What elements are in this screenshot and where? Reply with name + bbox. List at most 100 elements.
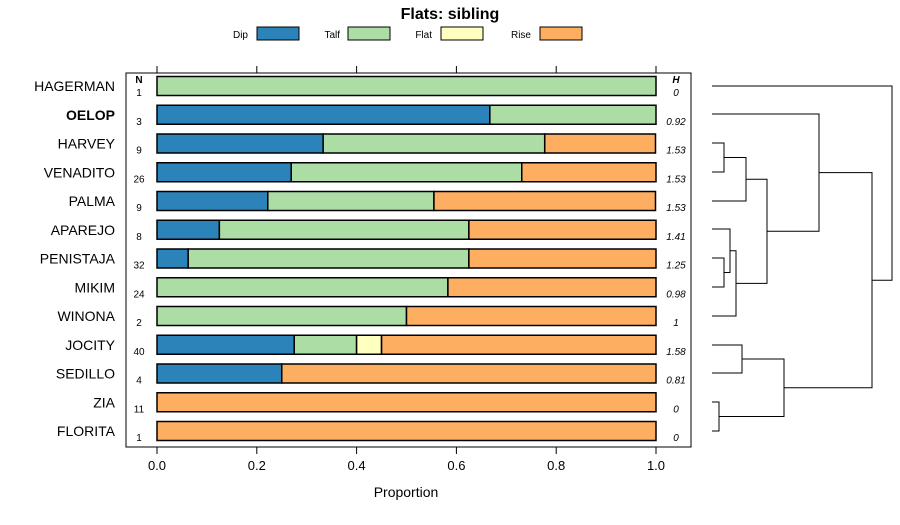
h-value: 1.25 <box>666 261 686 272</box>
bar-segment-flat <box>355 334 383 355</box>
category-label: HARVEY <box>58 136 116 152</box>
h-value: 0.92 <box>666 117 686 128</box>
category-label: APAREJO <box>51 222 115 238</box>
dendrogram-branch <box>712 257 725 288</box>
category-label: MIKIM <box>75 279 115 295</box>
n-value: 26 <box>133 174 145 185</box>
dendrogram-branch <box>712 228 731 273</box>
dendrogram-branch <box>712 113 820 232</box>
bottom-axis: 0.0 0.2 0.4 0.6 0.8 1.0 <box>148 447 665 473</box>
row-florita: FLORITA 1 0 <box>57 420 679 444</box>
n-value: 9 <box>136 203 142 214</box>
row-harvey: HARVEY 9 1.53 <box>58 133 686 157</box>
bar-segment-dip <box>156 219 221 240</box>
bar-segment-rise <box>521 162 657 183</box>
dendrogram <box>712 85 893 432</box>
legend-label-dip: Dip <box>233 30 248 41</box>
x-tick-label: 0.6 <box>447 458 465 473</box>
n-value: 2 <box>136 318 142 329</box>
bar-segment-rise <box>447 277 657 298</box>
row-winona: WINONA 2 1 <box>57 305 679 329</box>
dendrogram-branch <box>712 157 747 202</box>
category-label: OELOP <box>66 107 115 123</box>
plot-frame <box>125 72 692 448</box>
n-value: 3 <box>136 117 142 128</box>
bar-segment-dip <box>156 363 283 384</box>
x-tick-label: 0.8 <box>547 458 565 473</box>
legend: Dip Talf Flat Rise <box>233 26 583 41</box>
x-axis-label: Proportion <box>374 484 439 500</box>
row-sedillo: SEDILLO 4 0.81 <box>56 363 686 387</box>
legend-label-rise: Rise <box>511 30 531 41</box>
n-value: 1 <box>136 433 142 444</box>
top-axis <box>156 66 657 73</box>
category-label: PENISTAJA <box>40 251 116 267</box>
h-value: 1.53 <box>666 203 686 214</box>
legend-swatch-flat <box>440 26 484 41</box>
dendrogram-branch <box>712 142 725 173</box>
row-hagerman: HAGERMAN 1 0 <box>34 75 679 99</box>
row-aparejo: APAREJO 8 1.41 <box>51 219 686 243</box>
bar-segment-dip <box>156 248 189 269</box>
bar-segment-talf <box>156 75 657 97</box>
n-value: 40 <box>133 347 145 358</box>
bar-segment-rise <box>380 334 657 355</box>
category-label: JOCITY <box>65 337 115 353</box>
row-mikim: MIKIM 24 0.98 <box>75 277 686 300</box>
dendrogram-branch <box>719 358 785 417</box>
n-value: 24 <box>133 289 145 300</box>
n-value: 8 <box>136 232 142 243</box>
category-label: WINONA <box>57 308 115 324</box>
x-tick-label: 1.0 <box>647 458 665 473</box>
bar-segment-talf <box>187 248 470 269</box>
bar-segment-rise <box>468 248 657 269</box>
x-tick-label: 0.2 <box>248 458 266 473</box>
n-header: N <box>135 75 142 86</box>
n-value: 1 <box>136 88 142 99</box>
bar-segment-talf <box>156 305 408 327</box>
bar-segment-rise <box>156 420 657 442</box>
h-value: 0.81 <box>666 376 685 387</box>
bar-segment-dip <box>156 104 491 125</box>
h-value: 1.53 <box>666 174 686 185</box>
bar-segment-rise <box>543 133 657 154</box>
bar-segment-rise <box>433 190 657 212</box>
bar-segment-rise <box>156 392 657 413</box>
row-palma: PALMA 9 1.53 <box>69 190 686 214</box>
bar-segment-dip <box>156 133 324 154</box>
n-value: 32 <box>133 261 145 272</box>
row-zia: ZIA 11 0 <box>93 392 679 415</box>
category-label: SEDILLO <box>56 366 115 382</box>
h-value: 1.41 <box>666 232 685 243</box>
legend-label-flat: Flat <box>415 30 432 41</box>
bar-segment-talf <box>293 334 358 355</box>
n-value: 11 <box>134 404 145 415</box>
bar-segment-rise <box>405 305 657 327</box>
h-value: 0.98 <box>666 289 686 300</box>
bar-segment-talf <box>322 133 546 154</box>
x-tick-label: 0.4 <box>348 458 366 473</box>
bar-segment-rise <box>468 219 657 240</box>
dendrogram-branch <box>736 178 768 284</box>
category-label: PALMA <box>69 193 116 209</box>
h-value: 1.58 <box>666 347 686 358</box>
n-value: 9 <box>136 146 142 157</box>
n-value: 4 <box>136 376 142 387</box>
dendrogram-branch <box>784 172 873 389</box>
h-value: 0 <box>673 88 679 99</box>
rows: HAGERMAN 1 0 OELOP 3 0.92 HARVEY 9 1.53 VENADITO 2… <box>34 75 686 444</box>
bar-segment-talf <box>290 162 523 183</box>
category-label: ZIA <box>93 394 115 410</box>
category-label: HAGERMAN <box>34 78 115 94</box>
h-value: 1.53 <box>666 146 686 157</box>
x-tick-label: 0.0 <box>148 458 166 473</box>
dendrogram-branch <box>712 344 743 374</box>
bar-segment-rise <box>281 363 657 384</box>
row-oelop: OELOP 3 0.92 <box>66 104 686 128</box>
bar-segment-dip <box>156 162 292 183</box>
row-venadito: VENADITO 26 1.53 <box>44 162 686 185</box>
chart-title: Flats: sibling <box>401 6 500 23</box>
legend-swatch-talf <box>347 26 391 41</box>
h-value: 1 <box>673 318 679 329</box>
